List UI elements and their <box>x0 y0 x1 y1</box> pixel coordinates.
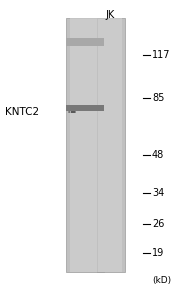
Text: (kD): (kD) <box>152 275 171 284</box>
Text: 26: 26 <box>152 219 164 229</box>
Text: 85: 85 <box>152 93 164 103</box>
Bar <box>100 18 122 272</box>
Text: 48: 48 <box>152 150 164 160</box>
Text: 19: 19 <box>152 248 164 258</box>
Bar <box>66 18 104 272</box>
Text: KNTC2: KNTC2 <box>5 107 39 117</box>
Bar <box>66 105 104 111</box>
Bar <box>66 38 104 46</box>
Text: 117: 117 <box>152 50 171 60</box>
Text: JK: JK <box>105 10 115 20</box>
Bar <box>70 18 100 272</box>
Bar <box>97 18 125 272</box>
Text: 34: 34 <box>152 188 164 198</box>
